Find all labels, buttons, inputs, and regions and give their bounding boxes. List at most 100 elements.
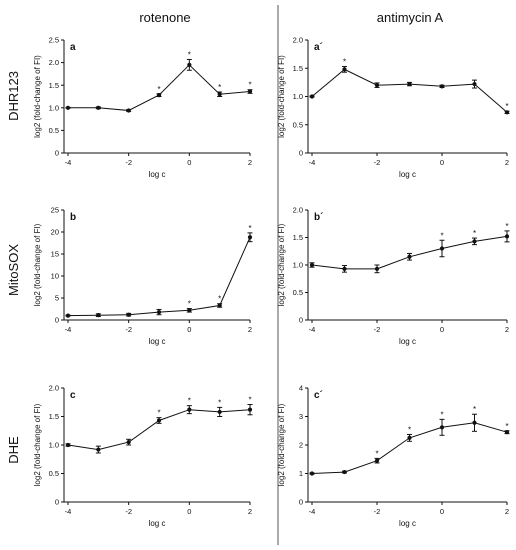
panel-b: 0 5 10 15 20 25 -4 -2 0 2 log c log2 (fold-change o…: [33, 206, 253, 346]
y-tick-label: 2: [299, 441, 303, 450]
y-tick-label: 5: [55, 294, 59, 303]
y-tick-label: 2.0: [49, 384, 59, 393]
data-point: [342, 67, 347, 72]
y-tick-label: 0.5: [293, 120, 303, 129]
significance-star: *: [505, 422, 508, 431]
significance-star: *: [343, 58, 346, 67]
data-point: [407, 254, 412, 259]
data-point: [247, 407, 253, 412]
data-point: [374, 458, 380, 463]
row-title-mitosox: MitoSOX: [6, 244, 21, 296]
data-point: [374, 83, 380, 88]
data-point: [156, 309, 162, 315]
data-point: [126, 312, 131, 317]
significance-star: *: [157, 409, 160, 418]
y-tick-label: 1.0: [293, 261, 303, 270]
panel-b-prime: 0 0.5 1.0 1.5 2.0 -4 -2 0 2 log c log2 (fold-chang…: [277, 206, 510, 346]
y-tick-label: 0: [299, 149, 303, 158]
data-point: [504, 110, 510, 115]
data-point: [187, 62, 192, 67]
x-tick-label: 0: [440, 325, 444, 334]
x-axis-label: log c: [399, 337, 416, 346]
panel-label: a´: [314, 42, 323, 53]
y-tick-label: 0.5: [49, 126, 59, 135]
column-title-antimycin: antimycin A: [377, 10, 444, 25]
y-tick-label: 1.5: [293, 233, 303, 242]
x-tick-label: -4: [309, 158, 316, 167]
x-tick-label: -4: [65, 158, 72, 167]
column-title-rotenone: rotenone: [139, 10, 190, 25]
y-tick-label: 1.5: [49, 412, 59, 421]
panel-label: b´: [314, 212, 323, 223]
y-axis-label: log2 (fold-change of FI): [277, 223, 286, 306]
significance-star: *: [248, 396, 251, 405]
data-point: [247, 235, 253, 240]
y-tick-label: 0: [55, 316, 59, 325]
x-tick-label: -4: [309, 325, 316, 334]
row-title-dhr123: DHR123: [6, 71, 21, 121]
x-tick-label: -4: [309, 507, 316, 516]
data-point: [65, 442, 71, 448]
data-point: [342, 266, 347, 271]
x-tick-label: 0: [187, 325, 191, 334]
x-tick-label: -2: [374, 158, 381, 167]
y-tick-label: 1: [299, 469, 303, 478]
panel-label: a: [70, 42, 76, 53]
data-point: [309, 94, 315, 99]
x-axis-label: log c: [399, 519, 416, 528]
data-point: [472, 81, 477, 87]
panel-label: b: [70, 212, 76, 223]
data-point: [187, 308, 192, 313]
data-point: [65, 105, 71, 110]
x-tick-label: -2: [125, 325, 132, 334]
y-tick-label: 0: [55, 149, 59, 158]
data-point: [439, 246, 445, 251]
data-point: [156, 418, 162, 423]
x-tick-label: 0: [440, 158, 444, 167]
y-axis-label: log2 (fold-change of FI): [33, 403, 42, 486]
y-tick-label: 1.5: [293, 64, 303, 73]
data-point: [65, 313, 71, 318]
panel-a: 0 0.5 1.0 1.5 2.0 2.5 -4 -2 0 2 log c log2 (fold-ch…: [33, 36, 253, 179]
data-point: [217, 92, 222, 97]
y-tick-label: 10: [51, 272, 59, 281]
data-point: [342, 469, 347, 475]
y-tick-label: 2.0: [293, 206, 303, 215]
y-tick-label: 2.5: [49, 36, 59, 45]
significance-star: *: [505, 222, 508, 231]
significance-star: *: [157, 85, 160, 94]
y-tick-label: 1.5: [49, 81, 59, 90]
x-axis-label: log c: [149, 337, 166, 346]
x-axis-label: log c: [149, 519, 166, 528]
data-point: [309, 471, 315, 476]
y-tick-label: 0.5: [49, 469, 59, 478]
y-tick-label: 0: [299, 316, 303, 325]
data-point: [126, 440, 131, 445]
data-point: [217, 303, 222, 308]
data-point: [439, 84, 445, 89]
data-point: [126, 108, 131, 113]
y-axis-label: log2 (fold-change of FI): [277, 55, 286, 138]
significance-star: *: [188, 50, 191, 59]
data-point: [96, 313, 101, 318]
panel-c: 0 0.5 1.0 1.5 2.0 -4 -2 0 2 log c log2 (fold-chang…: [33, 384, 253, 528]
significance-star: *: [218, 83, 221, 92]
x-tick-label: 2: [505, 158, 509, 167]
y-tick-label: 4: [299, 384, 303, 393]
data-point: [156, 93, 162, 98]
data-point: [472, 239, 477, 244]
y-tick-label: 15: [51, 250, 59, 259]
y-tick-label: 0: [299, 498, 303, 507]
y-tick-label: 3: [299, 412, 303, 421]
x-tick-label: 2: [505, 325, 509, 334]
x-tick-label: 2: [248, 325, 252, 334]
series-line: [311, 68, 508, 113]
y-tick-label: 1.0: [293, 92, 303, 101]
y-tick-label: 0.5: [293, 288, 303, 297]
significance-star: *: [218, 398, 221, 407]
panel-a-prime: 0 0.5 1.0 1.5 2.0 -4 -2 0 2 log c log2 (fold-chang…: [277, 36, 510, 179]
significance-star: *: [440, 231, 443, 240]
y-axis-label: log2 (fold-change of FI): [33, 223, 42, 306]
data-point: [217, 409, 222, 415]
y-axis-label: log2 (fold-change of FI): [33, 55, 42, 138]
